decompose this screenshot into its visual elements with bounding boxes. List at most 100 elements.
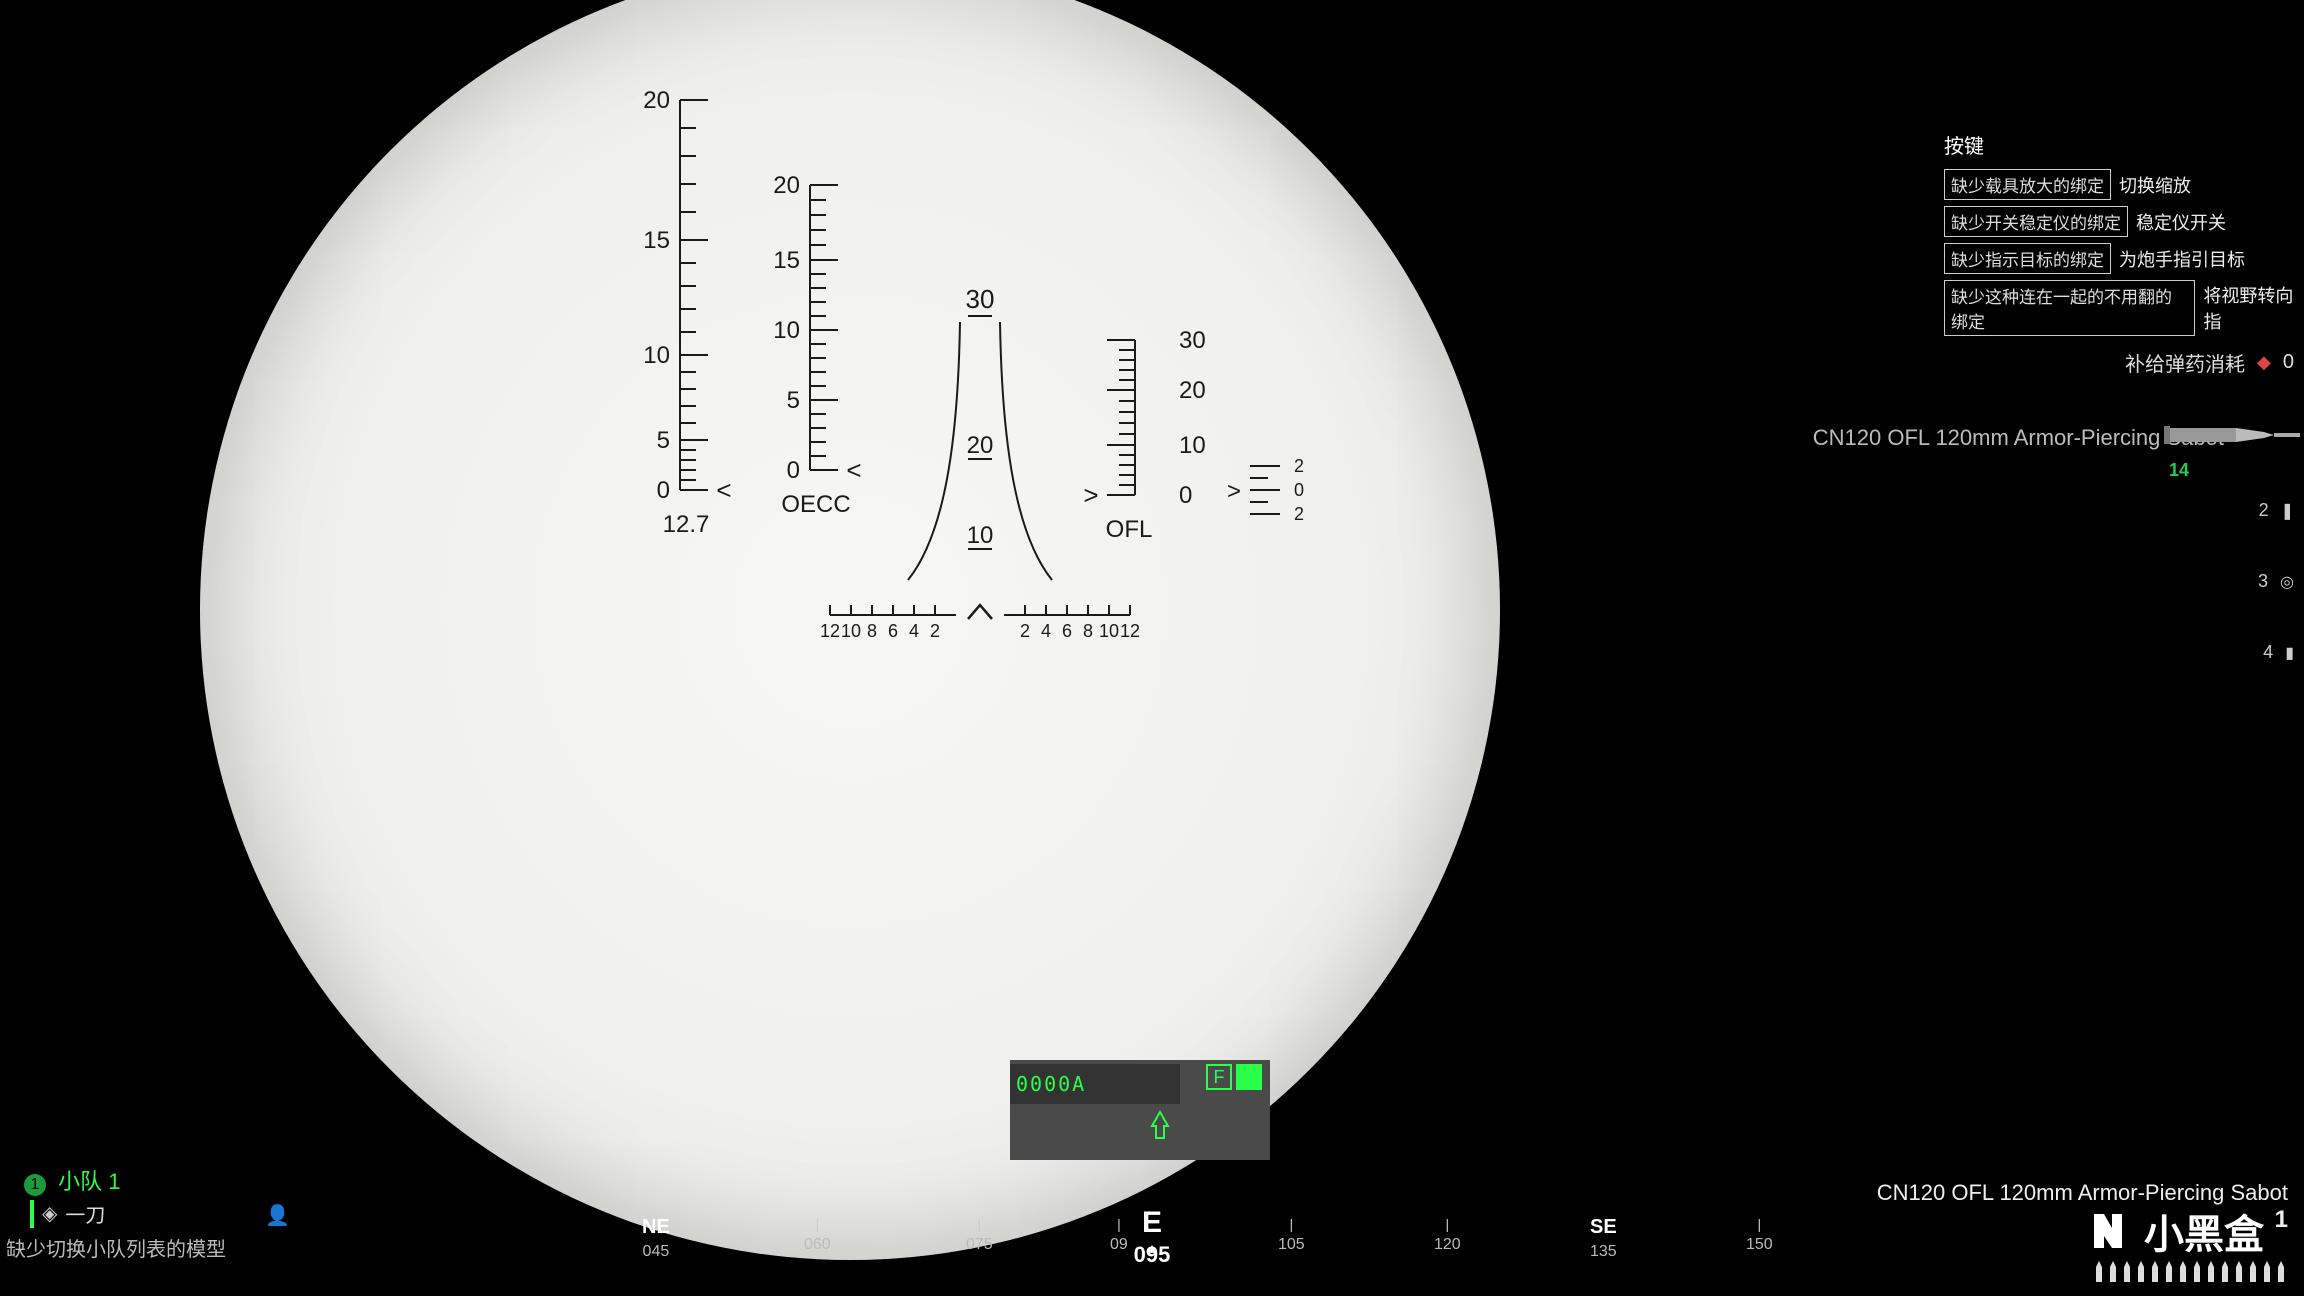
svg-text:2: 2 xyxy=(1020,621,1030,641)
svg-text:30: 30 xyxy=(966,284,995,314)
compass-tick-label: 075 xyxy=(966,1236,993,1254)
compass-tick-mark: | xyxy=(1290,1216,1294,1232)
stadia-curve: 30 20 10 xyxy=(908,284,1052,580)
svg-text:0: 0 xyxy=(1179,482,1192,509)
svg-text:5: 5 xyxy=(657,427,670,454)
bullet-icon xyxy=(2162,1260,2176,1284)
binding-key: 缺少这种连在一起的不用翻的绑定 xyxy=(1944,280,2195,336)
compass-tick: NE 045 xyxy=(642,1216,670,1261)
binding-label: 将视野转向指 xyxy=(2203,282,2304,334)
compass-tick-label: 045 xyxy=(643,1243,670,1261)
slot-number: 3 xyxy=(2258,571,2268,592)
svg-text:6: 6 xyxy=(888,621,898,641)
binding-key: 缺少开关稳定仪的绑定 xyxy=(1944,206,2128,237)
compass-tick: | 120 xyxy=(1434,1216,1461,1254)
binding-key: 缺少载具放大的绑定 xyxy=(1944,169,2111,200)
svg-text:20: 20 xyxy=(643,87,670,114)
compass-tick-label: 105 xyxy=(1278,1236,1305,1254)
watermark: 小黑盒 xyxy=(2082,1202,2264,1260)
weapon-slots: 2 ❚ 3 ◎ 4 ▮ xyxy=(2258,500,2294,713)
bullet-icon xyxy=(2204,1260,2218,1284)
bullet-icon xyxy=(2106,1260,2120,1284)
range-panel: 0000A F xyxy=(1010,1060,1270,1160)
binding-row: 缺少这种连在一起的不用翻的绑定 将视野转向指 xyxy=(1944,280,2304,336)
compass-tick-label: 120 xyxy=(1434,1236,1461,1254)
compass: E 095 ▴ NE 045| 060| 075| 09| 105| 120SE… xyxy=(552,1216,1752,1276)
svg-text:<: < xyxy=(716,475,731,505)
compass-tick-mark: SE xyxy=(1590,1216,1617,1239)
svg-text:10: 10 xyxy=(967,522,994,549)
compass-tick: | 075 xyxy=(966,1216,993,1254)
compass-tick: | 060 xyxy=(804,1216,831,1254)
binding-label: 为炮手指引目标 xyxy=(2119,246,2245,272)
binding-key: 缺少指示目标的绑定 xyxy=(1944,243,2111,274)
bottom-count: 1 xyxy=(2275,1206,2288,1234)
bullet-icon xyxy=(2092,1260,2106,1284)
keybinding-title: 按键 xyxy=(1944,130,2304,159)
compass-tick: | 150 xyxy=(1746,1216,1773,1254)
svg-text:4: 4 xyxy=(1041,621,1051,641)
svg-text:20: 20 xyxy=(773,172,800,199)
sl-icon: ◈ xyxy=(42,1201,57,1226)
compass-tick: SE 135 xyxy=(1590,1216,1617,1261)
squad-label: 1 小队 1 xyxy=(24,1164,120,1196)
compass-center-label: E xyxy=(1142,1206,1162,1240)
compass-tick-mark: | xyxy=(1446,1216,1450,1232)
reticle-svg: 20151050<12.7 20151050<OECC 3020100>OFL … xyxy=(200,0,1500,1260)
binding-row: 缺少开关稳定仪的绑定 稳定仪开关 xyxy=(1944,206,2304,237)
mode-badge: F xyxy=(1206,1064,1262,1090)
svg-text:15: 15 xyxy=(643,227,670,254)
binding-row: 缺少载具放大的绑定 切换缩放 xyxy=(1944,169,2304,200)
compass-tick-mark: | xyxy=(816,1216,820,1232)
watermark-text: 小黑盒 xyxy=(2144,1202,2264,1260)
bullet-icon xyxy=(2134,1260,2148,1284)
bullet-icon xyxy=(2120,1260,2134,1284)
svg-text:0: 0 xyxy=(787,457,800,484)
bullet-icon xyxy=(2176,1260,2190,1284)
compass-tick: | 105 xyxy=(1278,1216,1305,1254)
mini-scale-right: >202 xyxy=(1227,456,1304,524)
compass-tick-label: 060 xyxy=(804,1236,831,1254)
svg-text:2: 2 xyxy=(1294,456,1304,476)
compass-tick-mark: | xyxy=(1117,1216,1121,1232)
svg-text:OECC: OECC xyxy=(781,491,850,518)
svg-text:20: 20 xyxy=(967,432,994,459)
smoke-icon: ◎ xyxy=(2280,572,2294,592)
svg-text:8: 8 xyxy=(867,621,877,641)
ammo-diamond-icon: ◆ xyxy=(2257,352,2271,373)
player-bar-icon xyxy=(30,1200,34,1228)
svg-text:15: 15 xyxy=(773,247,800,274)
binding-row: 缺少指示目标的绑定 为炮手指引目标 xyxy=(1944,243,2304,274)
squad-badge: 1 xyxy=(24,1174,46,1196)
slot-number: 2 xyxy=(2259,500,2269,521)
compass-tick-mark: | xyxy=(1758,1216,1762,1232)
svg-text:6: 6 xyxy=(1062,621,1072,641)
bullet-icon: ❚ xyxy=(2281,501,2294,521)
slot-row[interactable]: 3 ◎ xyxy=(2258,571,2294,592)
slot-row[interactable]: 2 ❚ xyxy=(2258,500,2294,521)
slot-row[interactable]: 4 ▮ xyxy=(2258,642,2294,663)
player-name: 一刀 xyxy=(65,1199,105,1228)
keybinding-panel: 按键 缺少载具放大的绑定 切换缩放缺少开关稳定仪的绑定 稳定仪开关缺少指示目标的… xyxy=(1944,130,2304,342)
player-row: ◈ 一刀 xyxy=(30,1199,105,1228)
weapon-shell-icon xyxy=(2164,420,2304,450)
svg-text:OFL: OFL xyxy=(1106,516,1153,543)
bullet-icon xyxy=(2148,1260,2162,1284)
svg-text:12: 12 xyxy=(820,621,840,641)
bullets-row xyxy=(2092,1260,2288,1284)
scale-127: 20151050<12.7 xyxy=(643,87,731,538)
svg-text:8: 8 xyxy=(1083,621,1093,641)
bullet-icon xyxy=(2260,1260,2274,1284)
svg-text:0: 0 xyxy=(1294,480,1304,500)
svg-text:<: < xyxy=(846,455,861,485)
bullet-icon xyxy=(2274,1260,2288,1284)
compass-tick-label: 150 xyxy=(1746,1236,1773,1254)
weapon-ready-count: 14 xyxy=(2169,460,2189,481)
scale-ofl: 3020100>OFL xyxy=(1083,327,1205,543)
svg-text:10: 10 xyxy=(643,342,670,369)
arrow-up-icon xyxy=(1150,1110,1170,1140)
mode-fill-icon xyxy=(1236,1064,1262,1090)
mil-scale: 1221048668410212 xyxy=(820,605,1140,641)
squad-name: 小队 1 xyxy=(58,1169,120,1194)
svg-text:4: 4 xyxy=(909,621,919,641)
